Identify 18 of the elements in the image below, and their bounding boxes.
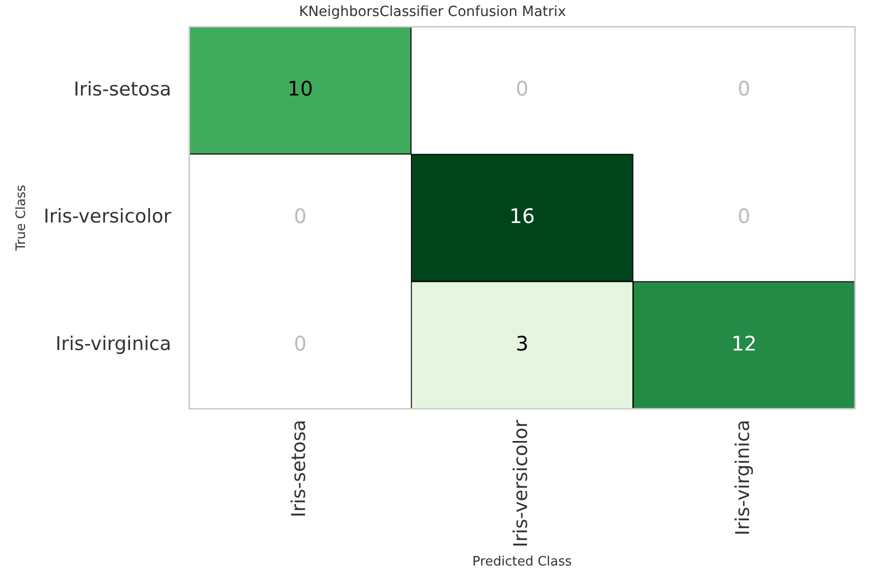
data-label: 0 [738,204,750,228]
data-label: 0 [294,331,307,356]
data-label: 10 [287,76,313,101]
data-label: 0 [738,76,750,101]
y-tick-label: Iris-versicolor [44,206,172,228]
x-tick-label: Iris-versicolor [510,420,532,548]
x-tick-label: Iris-setosa [288,420,310,518]
y-axis-title: True Class [14,184,30,252]
x-axis-title: Predicted Class [472,554,572,570]
data-label: 0 [294,204,307,228]
data-label: 12 [731,331,757,356]
y-tick-label: Iris-setosa [74,78,172,100]
data-label: 0 [516,76,528,101]
chart-title: KNeighborsClassifier Confusion Matrix [299,4,566,20]
data-label: 3 [516,331,528,356]
x-tick-label: Iris-virginica [732,420,754,536]
y-tick-label: Iris-virginica [56,333,172,356]
data-label: 16 [509,204,535,228]
